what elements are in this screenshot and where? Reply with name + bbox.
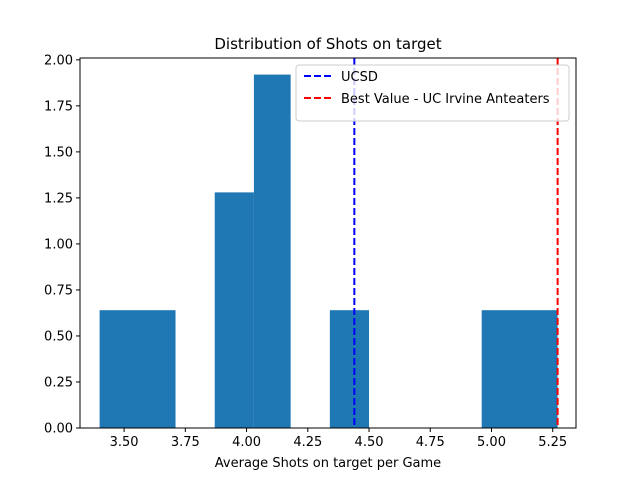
legend-box <box>295 64 570 122</box>
y-tick-label: 1.50 <box>44 145 73 160</box>
y-tick-label: 0.50 <box>44 329 73 344</box>
x-tick-label: 4.75 <box>416 435 445 450</box>
x-tick-label: 4.25 <box>293 435 322 450</box>
x-tick-label: 4.50 <box>355 435 384 450</box>
legend-label: Best Value - UC Irvine Anteaters <box>341 92 550 107</box>
histogram-bar <box>253 74 291 428</box>
plot-frame <box>79 57 577 429</box>
y-tick-label: 2.00 <box>44 53 73 68</box>
histogram-bars <box>99 74 558 428</box>
x-axis-ticks: 3.50 3.75 4.00 4.25 4.50 4.75 5.00 5.25 <box>110 428 567 450</box>
x-tick-label: 5.25 <box>538 435 567 450</box>
x-tick-label: 3.75 <box>171 435 200 450</box>
y-tick-label: 1.25 <box>44 191 73 206</box>
x-tick-label: 4.00 <box>232 435 261 450</box>
chart-title: Distribution of Shots on target <box>214 35 441 53</box>
x-tick-label: 5.00 <box>477 435 506 450</box>
y-axis-ticks: 0.00 0.25 0.50 0.75 1.00 1.25 1.50 1.75 2.00 <box>44 53 80 437</box>
y-tick-label: 0.25 <box>44 375 73 390</box>
histogram-bar <box>99 310 176 428</box>
y-tick-label: 0.00 <box>44 422 73 437</box>
histogram-bar <box>329 310 370 428</box>
y-tick-label: 0.75 <box>44 283 73 298</box>
x-tick-label: 3.50 <box>110 435 139 450</box>
legend: UCSD Best Value - UC Irvine Anteaters <box>295 64 570 122</box>
legend-label: UCSD <box>341 70 378 85</box>
x-axis-label: Average Shots on target per Game <box>215 456 441 471</box>
histogram-bar <box>481 310 558 428</box>
histogram-bar <box>214 192 254 428</box>
y-tick-label: 1.75 <box>44 99 73 114</box>
y-tick-label: 1.00 <box>44 237 73 252</box>
